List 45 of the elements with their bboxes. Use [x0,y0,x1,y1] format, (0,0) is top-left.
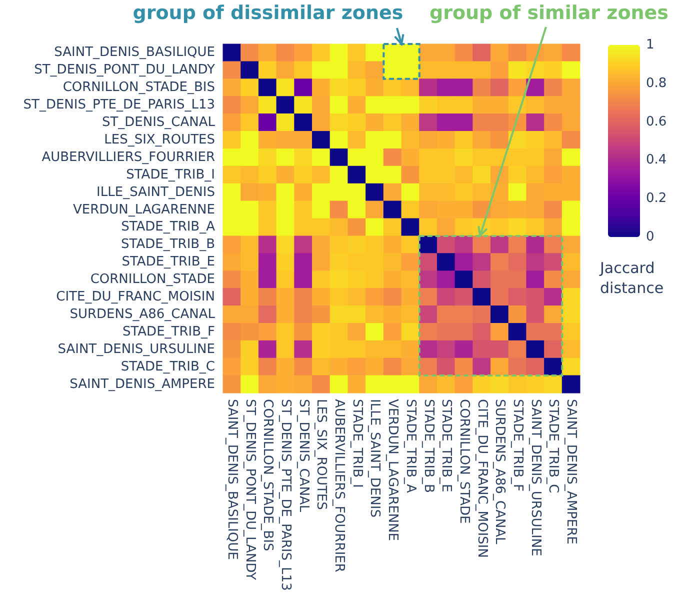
x-tick-label: ILLE_SAINT_DENIS [367,399,382,518]
text: group of dissimilar zones [132,2,404,24]
x-tick-label: AUBERVILLIERS_FOURRIER [332,399,347,572]
y-tick-label: STADE_TRIB_E [122,254,215,270]
color-bar-label: 0.4 [646,152,667,168]
y-tick-label: ST_DENIS_PONT_DU_LANDY [34,62,216,78]
y-tick-label: CITE_DU_FRANC_MOISIN [56,290,215,305]
x-tick-label: SURDENS_A86_CANAL [492,399,508,546]
y-tick-label: AUBERVILLIERS_FOURRIER [42,150,215,165]
y-tick-label: CORNILLON_STADE_BIS [62,80,215,96]
x-tick-label: STADE_TRIB_B [420,399,436,493]
y-tick-label: STADE_TRIB_A [121,220,216,235]
y-tick-label: STADE_TRIB_B [121,237,215,252]
x-tick-label: STADE_TRIB_C [546,399,561,494]
x-tick-label: LES_SIX_ROUTES [314,399,329,510]
x-tick-label: CORNILLON_STADE [456,399,472,524]
x-tick-label: ST_DENIS_CANAL [296,399,311,513]
text: group of similar zones [430,2,668,24]
y-tick-label: SAINT_DENIS_BASILIQUE [54,45,215,60]
y-tick-label: ILLE_SAINT_DENIS [96,184,215,200]
y-tick-label: ST_DENIS_CANAL [102,115,216,130]
y-tick-label: STADE_TRIB_I [126,167,215,182]
x-tick-label: CITE_DU_FRANC_MOISIN [474,399,490,558]
y-tick-label: VERDUN_LAGARENNE [73,202,215,218]
y-tick-label: CORNILLON_STADE [90,272,215,288]
x-tick-label: STADE_TRIB_A [402,399,418,494]
x-tick-label: SAINT_DENIS_AMPERE [564,399,579,544]
color-bar-label: 0.8 [646,76,667,91]
x-tick-label: VERDUN_LAGARENNE [385,399,400,541]
x-tick-label: STADE_TRIB_F [510,399,526,492]
x-tick-label: STADE_TRIB_E [438,399,454,492]
y-tick-label: SAINT_DENIS_URSULINE [58,342,215,357]
y-tick-label: ST_DENIS_PTE_DE_PARIS_L13 [23,98,215,113]
color-bar-label: 0 [646,230,654,244]
color-bar-title: Jaccard distance [599,259,664,297]
color-bar-label: 1 [646,38,654,52]
x-tick-label: SAINT_DENIS_URSULINE [528,399,543,556]
y-tick-label: STADE_TRIB_C [120,359,215,374]
y-tick-label: STADE_TRIB_F [122,324,215,340]
color-bar-label: 0.6 [646,114,667,130]
x-tick-label: STADE_TRIB_I [349,399,364,488]
y-tick-label: SAINT_DENIS_AMPERE [70,376,215,392]
color-bar-label: 0.2 [646,191,667,206]
y-tick-label: SURDENS_A86_CANAL [70,306,216,322]
y-tick-label: LES_SIX_ROUTES [104,132,215,148]
